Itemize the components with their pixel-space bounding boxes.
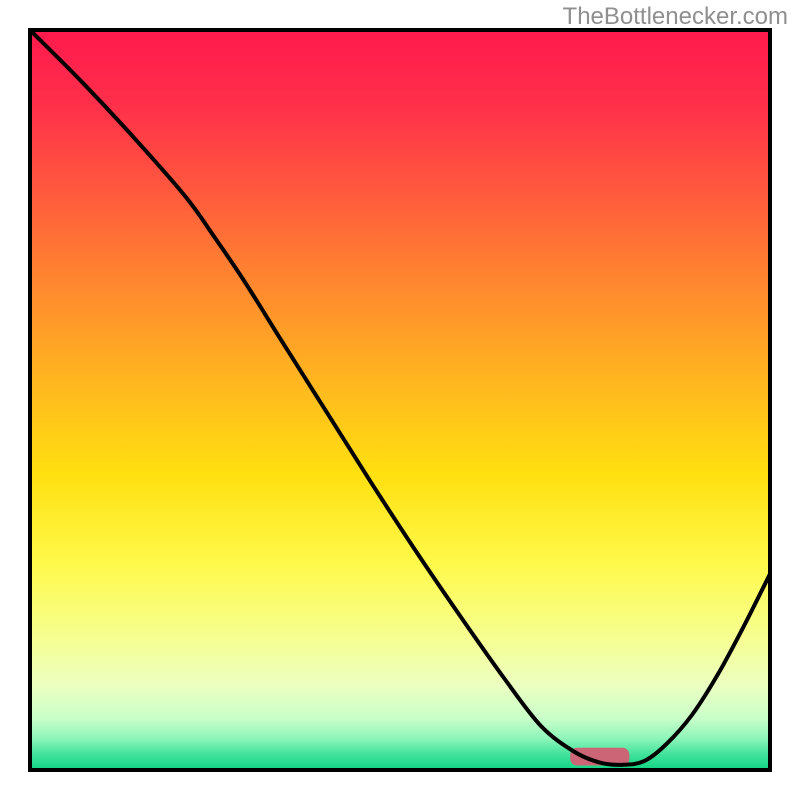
gradient-background [30, 30, 770, 770]
chart-container: TheBottlenecker.com [0, 0, 800, 800]
bottleneck-chart: TheBottlenecker.com [0, 0, 800, 800]
watermark-text: TheBottlenecker.com [563, 3, 788, 30]
